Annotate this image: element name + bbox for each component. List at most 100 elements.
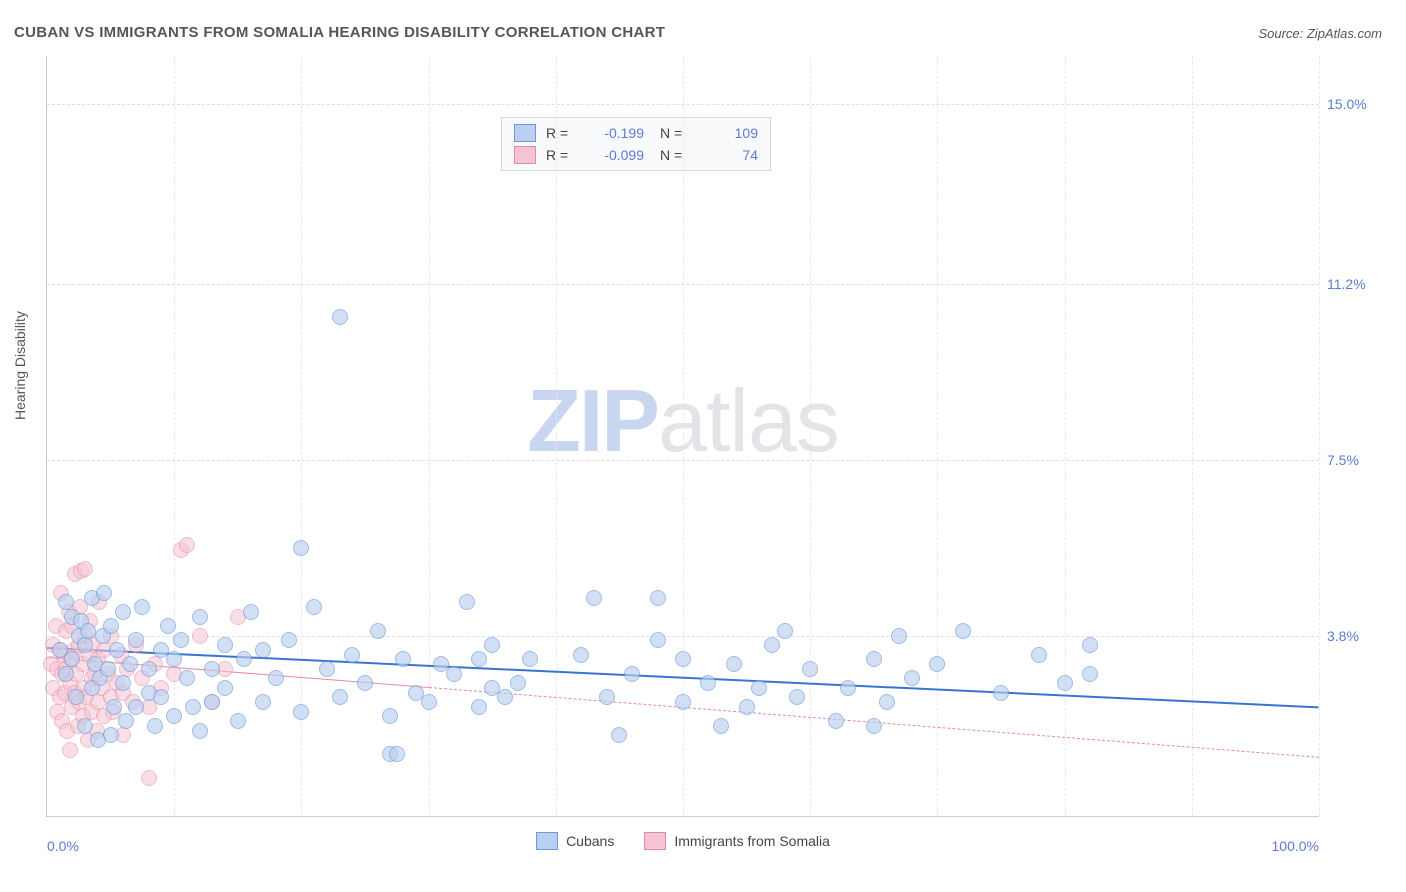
data-point [118, 713, 134, 729]
data-point [128, 699, 144, 715]
data-point [713, 718, 729, 734]
data-point [586, 590, 602, 606]
legend-swatch-icon [536, 832, 558, 850]
data-point [103, 618, 119, 634]
data-point [751, 680, 767, 696]
data-point [204, 694, 220, 710]
data-point [109, 642, 125, 658]
data-point [255, 642, 271, 658]
data-point [236, 651, 252, 667]
data-point [726, 656, 742, 672]
data-point [115, 604, 131, 620]
data-point [446, 666, 462, 682]
data-point [243, 604, 259, 620]
data-point [828, 713, 844, 729]
legend-row: R = -0.099 N = 74 [514, 144, 758, 166]
watermark-atlas: atlas [658, 371, 839, 470]
data-point [700, 675, 716, 691]
x-tick-label: 100.0% [1272, 838, 1319, 854]
data-point [866, 651, 882, 667]
data-point [675, 694, 691, 710]
data-point [306, 599, 322, 615]
gridline [810, 56, 811, 816]
data-point [993, 685, 1009, 701]
data-point [141, 661, 157, 677]
data-point [389, 746, 405, 762]
data-point [382, 708, 398, 724]
data-point [58, 666, 74, 682]
data-point [624, 666, 640, 682]
r-value: -0.099 [580, 147, 644, 163]
data-point [173, 632, 189, 648]
data-point [344, 647, 360, 663]
data-point [179, 537, 195, 553]
y-tick-label: 7.5% [1327, 452, 1397, 468]
series-legend: Cubans Immigrants from Somalia [47, 832, 1319, 850]
data-point [891, 628, 907, 644]
data-point [134, 599, 150, 615]
data-point [204, 661, 220, 677]
legend-item: Cubans [536, 832, 614, 850]
data-point [230, 713, 246, 729]
data-point [421, 694, 437, 710]
data-point [192, 609, 208, 625]
data-point [185, 699, 201, 715]
legend-swatch-icon [514, 124, 536, 142]
data-point [484, 637, 500, 653]
data-point [100, 661, 116, 677]
chart-title: CUBAN VS IMMIGRANTS FROM SOMALIA HEARING… [14, 24, 665, 41]
data-point [64, 651, 80, 667]
source-attribution: Source: ZipAtlas.com [1258, 26, 1382, 41]
data-point [357, 675, 373, 691]
data-point [192, 628, 208, 644]
data-point [650, 590, 666, 606]
data-point [955, 623, 971, 639]
gridline [174, 56, 175, 816]
correlation-legend: R = -0.199 N = 109 R = -0.099 N = 74 [501, 117, 771, 171]
data-point [904, 670, 920, 686]
data-point [255, 694, 271, 710]
legend-swatch-icon [644, 832, 666, 850]
data-point [879, 694, 895, 710]
gridline [1319, 56, 1320, 816]
data-point [1031, 647, 1047, 663]
data-point [160, 618, 176, 634]
y-axis-label: Hearing Disability [12, 311, 28, 420]
data-point [332, 309, 348, 325]
data-point [1082, 637, 1098, 653]
data-point [319, 661, 335, 677]
data-point [764, 637, 780, 653]
data-point [293, 704, 309, 720]
data-point [459, 594, 475, 610]
data-point [77, 637, 93, 653]
data-point [217, 680, 233, 696]
data-point [510, 675, 526, 691]
gridline [937, 56, 938, 816]
data-point [62, 742, 78, 758]
data-point [777, 623, 793, 639]
r-value: -0.199 [580, 125, 644, 141]
x-tick-label: 0.0% [47, 838, 79, 854]
data-point [739, 699, 755, 715]
data-point [840, 680, 856, 696]
gridline [1065, 56, 1066, 816]
n-label: N = [660, 147, 694, 163]
data-point [217, 637, 233, 653]
data-point [281, 632, 297, 648]
legend-label: Immigrants from Somalia [674, 833, 830, 849]
data-point [370, 623, 386, 639]
r-label: R = [546, 147, 580, 163]
data-point [293, 540, 309, 556]
data-point [802, 661, 818, 677]
data-point [166, 708, 182, 724]
data-point [675, 651, 691, 667]
watermark-zip: ZIP [527, 371, 658, 470]
y-tick-label: 11.2% [1327, 276, 1397, 292]
legend-row: R = -0.199 N = 109 [514, 122, 758, 144]
data-point [141, 770, 157, 786]
n-value: 109 [694, 125, 758, 141]
data-point [96, 585, 112, 601]
data-point [395, 651, 411, 667]
data-point [103, 727, 119, 743]
n-value: 74 [694, 147, 758, 163]
